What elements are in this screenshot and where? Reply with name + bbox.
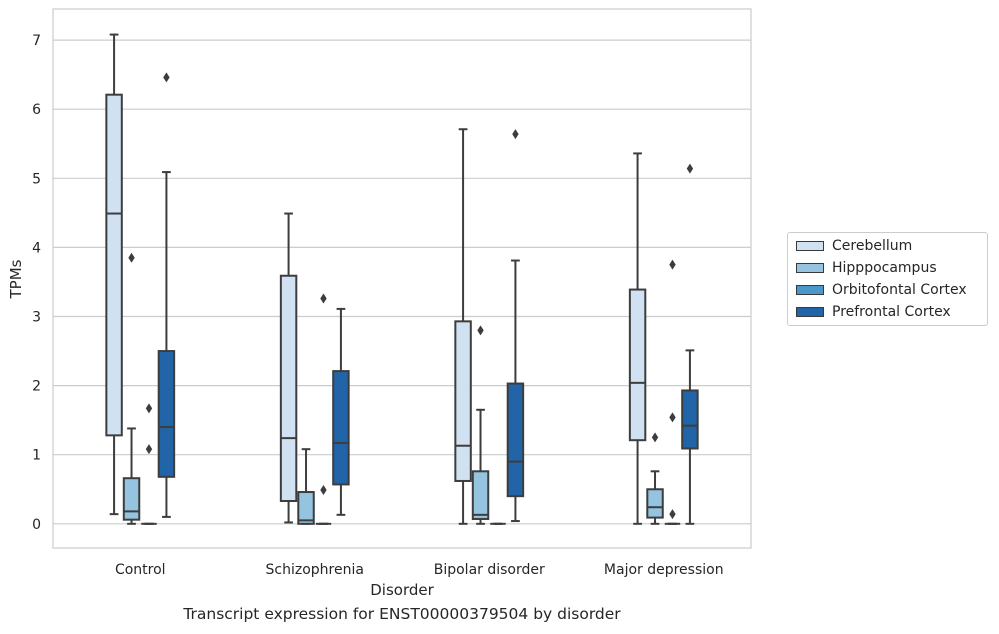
legend-item-orbitofrontal-cortex: Orbitofontal Cortex: [796, 280, 967, 300]
x-axis-ticks: Control Schizophrenia Bipolar disorder Majo…: [115, 562, 724, 578]
x-tick-label: Major depression: [604, 562, 724, 578]
y-tick-label: 7: [32, 33, 41, 49]
outlier: [686, 163, 694, 174]
legend: Cerebellum Hipppocampus Orbitofontal Cor…: [787, 232, 988, 326]
outlier: [320, 484, 327, 495]
outlier: [669, 412, 676, 423]
box-0-1: [279, 212, 298, 524]
plot-frame: [52, 8, 752, 549]
box: [122, 477, 141, 521]
y-tick-label: 3: [32, 310, 41, 326]
box: [681, 389, 699, 450]
outlier: [669, 509, 676, 520]
legend-swatch-prefrontal-cortex: [796, 307, 824, 317]
legend-swatch-hippocampus: [796, 263, 824, 273]
box-2-1: [315, 293, 332, 525]
y-tick-label: 6: [32, 102, 41, 118]
legend-swatch-orbitofrontal-cortex: [796, 285, 824, 295]
legend-label: Prefrontal Cortex: [832, 304, 951, 320]
box-3-1: [332, 307, 350, 516]
box: [157, 350, 176, 478]
y-tick-label: 4: [32, 240, 41, 256]
figure-caption: Transcript expression for ENST0000037950…: [183, 605, 621, 623]
y-tick-label: 1: [32, 448, 41, 464]
outlier: [163, 72, 170, 83]
box: [279, 274, 298, 503]
box: [297, 491, 315, 525]
y-axis-label: TPMs: [7, 259, 25, 299]
box-0-3: [628, 152, 647, 525]
y-tick-label: 0: [32, 517, 41, 533]
box: [646, 488, 664, 519]
box-1-1: [297, 448, 315, 525]
box: [454, 320, 472, 482]
outlier: [128, 252, 135, 263]
box: [471, 470, 490, 520]
outlier: [145, 403, 153, 414]
box: [332, 370, 350, 486]
y-tick-label: 2: [32, 379, 41, 395]
outlier: [669, 259, 676, 270]
legend-item-cerebellum: Cerebellum: [796, 236, 912, 256]
box: [105, 93, 123, 437]
outlier: [651, 432, 659, 443]
x-tick-label: Control: [115, 562, 166, 578]
y-axis-ticks: 0 1 2 3 4 5 6 7: [32, 33, 41, 533]
outlier: [477, 325, 484, 336]
legend-swatch-cerebellum: [796, 241, 824, 251]
box-3-3: [681, 163, 699, 525]
box-1-0: [122, 252, 141, 525]
box-1-2: [471, 325, 490, 525]
legend-label: Hipppocampus: [832, 260, 937, 276]
box-3-2: [506, 129, 525, 523]
x-axis-label: Disorder: [370, 581, 434, 599]
gridlines: [53, 39, 751, 525]
x-tick-label: Bipolar disorder: [434, 562, 545, 578]
y-tick-label: 5: [32, 171, 41, 187]
box-1-3: [646, 432, 664, 525]
legend-label: Cerebellum: [832, 238, 913, 254]
box: [506, 382, 525, 498]
outlier: [145, 444, 153, 455]
outlier: [512, 129, 519, 140]
box-3-0: [157, 72, 176, 518]
legend-label: Orbitofontal Cortex: [832, 282, 967, 298]
box-0-2: [454, 128, 472, 525]
box-2-0: [141, 403, 157, 525]
box-2-3: [664, 259, 681, 525]
x-tick-label: Schizophrenia: [266, 562, 364, 578]
legend-item-hippocampus: Hipppocampus: [796, 258, 937, 278]
plot-area: [105, 33, 699, 525]
box: [628, 288, 647, 442]
legend-item-prefrontal-cortex: Prefrontal Cortex: [796, 302, 951, 322]
outlier: [320, 293, 327, 304]
box-0-0: [105, 33, 123, 516]
